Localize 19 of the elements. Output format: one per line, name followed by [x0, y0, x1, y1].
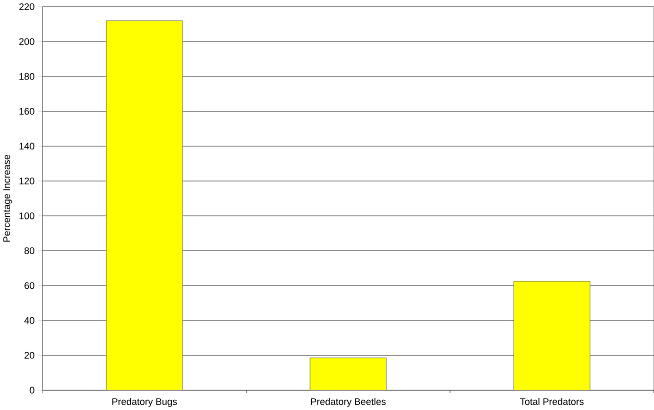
y-tick-label: 140 — [20, 142, 34, 150]
y-tick-label: 160 — [20, 108, 34, 115]
y-tick-label: 220 — [19, 3, 34, 10]
bar — [310, 358, 387, 390]
bar — [106, 20, 183, 390]
y-tick-label: 40 — [24, 316, 34, 324]
y-tick-label: 20 — [24, 352, 34, 359]
bar — [514, 280, 590, 390]
y-tick-label: 100 — [20, 212, 34, 220]
y-tick-label: 200 — [19, 38, 34, 45]
x-tick-label: Total Predators — [520, 398, 584, 405]
y-tick-label: 60 — [24, 282, 34, 289]
y-tick-label: 180 — [20, 72, 34, 80]
y-tick-label: 80 — [24, 247, 34, 254]
y-tick-label: 120 — [20, 178, 34, 184]
y-axis-title: Percentage Increase — [3, 154, 12, 242]
y-tick-label: 0 — [30, 386, 34, 394]
x-tick-label: Predatory Beetles — [311, 398, 386, 407]
x-tick-label: Predatory Bugs — [112, 398, 177, 407]
